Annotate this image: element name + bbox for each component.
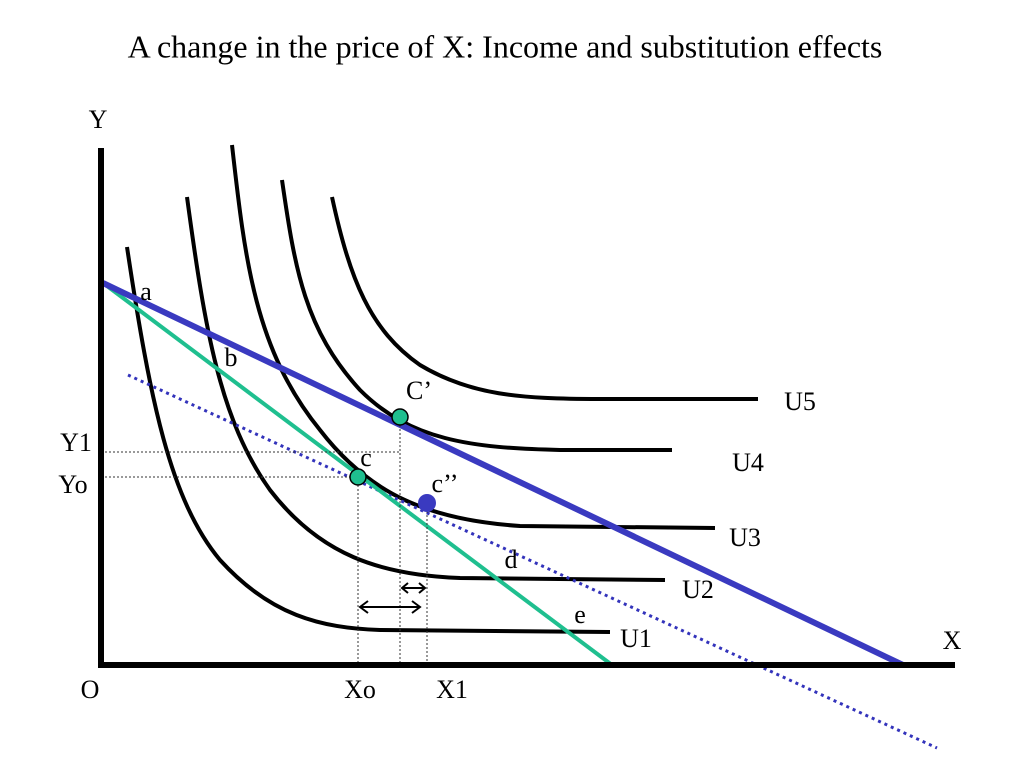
axis-label: Yo (58, 470, 87, 499)
point-c (349, 468, 367, 486)
title: A change in the price of X: Income and s… (128, 28, 883, 64)
point-label: c (360, 443, 372, 472)
axis-label: Y1 (60, 428, 92, 457)
curve-u5 (330, 196, 758, 401)
curve-label: U2 (682, 575, 714, 604)
point-label: c’’ (432, 469, 459, 498)
curve-label: U4 (732, 448, 764, 477)
point-c-double (418, 494, 436, 512)
point-label: C’ (406, 376, 432, 405)
point-c-prime (391, 408, 409, 426)
point-label: e (574, 600, 586, 629)
curve-label: U3 (729, 523, 761, 552)
axis-label: Y (89, 105, 108, 134)
curve-u1 (125, 246, 611, 634)
curve-u3 (230, 144, 716, 530)
axis-label: Xo (344, 675, 376, 704)
axis-label: X (943, 626, 962, 655)
point-label: d (505, 545, 518, 574)
point-label: b (225, 343, 238, 372)
axis-label: O (81, 675, 100, 704)
curve-u2 (185, 196, 666, 582)
curve-u4 (280, 179, 672, 452)
curve-label: U1 (620, 624, 652, 653)
new-budget-line (101, 280, 905, 668)
compensated-budget-line (127, 373, 938, 750)
axis-label: X1 (436, 675, 468, 704)
arrows (358, 582, 427, 614)
point-label: a (140, 277, 152, 306)
curve-label: U5 (784, 387, 816, 416)
